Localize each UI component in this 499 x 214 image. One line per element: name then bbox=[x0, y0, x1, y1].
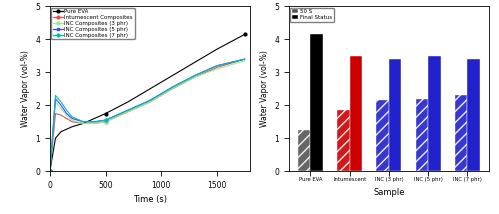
Bar bbox=[468, 59, 480, 171]
INC Composites (5 phr) bbox=[52, 97, 58, 100]
INC Composites (5 phr) bbox=[242, 58, 248, 60]
INC Composites (3 phr) bbox=[214, 68, 220, 70]
INC Composites (5 phr) bbox=[147, 99, 153, 102]
INC Composites (7 phr) bbox=[63, 109, 69, 111]
INC Composites (3 phr) bbox=[91, 122, 97, 125]
Intumescent Composites bbox=[242, 58, 248, 60]
Bar bbox=[350, 56, 362, 171]
INC Composites (5 phr) bbox=[169, 86, 175, 88]
INC Composites (7 phr) bbox=[192, 74, 198, 77]
INC Composites (3 phr) bbox=[125, 111, 131, 113]
Bar bbox=[337, 110, 350, 171]
Line: Intumescent Composites: Intumescent Composites bbox=[48, 58, 246, 172]
Intumescent Composites bbox=[214, 66, 220, 69]
INC Composites (7 phr) bbox=[47, 170, 53, 172]
Bar bbox=[389, 59, 401, 171]
X-axis label: Time (s): Time (s) bbox=[133, 195, 167, 205]
INC Composites (5 phr) bbox=[47, 170, 53, 172]
Bar bbox=[455, 95, 468, 171]
INC Composites (7 phr) bbox=[147, 99, 153, 102]
Legend: Pure EVA, Intumescent Composites, INC Composites (3 phr), INC Composites (5 phr): Pure EVA, Intumescent Composites, INC Co… bbox=[51, 7, 135, 39]
Intumescent Composites bbox=[80, 122, 86, 125]
INC Composites (3 phr) bbox=[169, 88, 175, 90]
INC Composites (5 phr) bbox=[63, 112, 69, 115]
Pure EVA bbox=[192, 61, 198, 64]
INC Composites (7 phr) bbox=[69, 116, 75, 118]
Pure EVA bbox=[52, 137, 58, 140]
Pure EVA bbox=[102, 112, 108, 115]
Bar bbox=[428, 56, 441, 171]
INC Composites (5 phr) bbox=[192, 74, 198, 77]
INC Composites (7 phr) bbox=[242, 58, 248, 60]
Bar bbox=[298, 130, 310, 171]
Pure EVA bbox=[58, 130, 64, 133]
INC Composites (7 phr) bbox=[169, 86, 175, 88]
Legend: 50 S, Final Status: 50 S, Final Status bbox=[290, 7, 334, 22]
INC Composites (3 phr) bbox=[58, 107, 64, 110]
Intumescent Composites bbox=[69, 120, 75, 123]
INC Composites (5 phr) bbox=[102, 119, 108, 121]
INC Composites (5 phr) bbox=[214, 64, 220, 67]
Pure EVA bbox=[69, 125, 75, 128]
Line: Pure EVA: Pure EVA bbox=[48, 33, 246, 172]
INC Composites (3 phr) bbox=[102, 120, 108, 123]
Pure EVA bbox=[169, 74, 175, 77]
INC Composites (7 phr) bbox=[52, 94, 58, 97]
INC Composites (5 phr) bbox=[69, 117, 75, 120]
Intumescent Composites bbox=[58, 114, 64, 116]
Intumescent Composites bbox=[52, 112, 58, 115]
Pure EVA bbox=[91, 117, 97, 120]
Line: INC Composites (7 phr): INC Composites (7 phr) bbox=[48, 58, 246, 172]
INC Composites (7 phr) bbox=[125, 109, 131, 111]
Intumescent Composites bbox=[91, 122, 97, 125]
INC Composites (3 phr) bbox=[69, 119, 75, 121]
INC Composites (7 phr) bbox=[102, 119, 108, 121]
Y-axis label: Water Vapor (vol-%): Water Vapor (vol-%) bbox=[259, 50, 268, 127]
Intumescent Composites bbox=[169, 88, 175, 90]
X-axis label: Sample: Sample bbox=[373, 188, 405, 197]
Bar bbox=[376, 100, 389, 171]
Y-axis label: Water Vapor (vol-%): Water Vapor (vol-%) bbox=[21, 50, 30, 127]
INC Composites (3 phr) bbox=[192, 76, 198, 79]
INC Composites (7 phr) bbox=[214, 64, 220, 67]
Pure EVA bbox=[147, 88, 153, 90]
INC Composites (3 phr) bbox=[47, 170, 53, 172]
Bar bbox=[310, 34, 323, 171]
INC Composites (7 phr) bbox=[58, 101, 64, 103]
Pure EVA bbox=[125, 101, 131, 103]
INC Composites (3 phr) bbox=[52, 101, 58, 103]
INC Composites (5 phr) bbox=[80, 120, 86, 123]
INC Composites (5 phr) bbox=[58, 104, 64, 107]
Intumescent Composites bbox=[192, 76, 198, 79]
INC Composites (3 phr) bbox=[147, 101, 153, 103]
Intumescent Composites bbox=[47, 170, 53, 172]
Pure EVA bbox=[242, 33, 248, 36]
Bar bbox=[416, 99, 428, 171]
INC Composites (5 phr) bbox=[125, 109, 131, 111]
Intumescent Composites bbox=[102, 120, 108, 123]
Intumescent Composites bbox=[125, 111, 131, 113]
Pure EVA bbox=[214, 48, 220, 51]
Intumescent Composites bbox=[63, 117, 69, 120]
INC Composites (5 phr) bbox=[91, 120, 97, 123]
Line: INC Composites (3 phr): INC Composites (3 phr) bbox=[48, 59, 246, 172]
Intumescent Composites bbox=[147, 101, 153, 103]
Pure EVA bbox=[80, 122, 86, 125]
INC Composites (3 phr) bbox=[63, 114, 69, 116]
INC Composites (7 phr) bbox=[91, 120, 97, 123]
INC Composites (3 phr) bbox=[242, 59, 248, 62]
INC Composites (3 phr) bbox=[80, 122, 86, 125]
Pure EVA bbox=[47, 170, 53, 172]
Line: INC Composites (5 phr): INC Composites (5 phr) bbox=[48, 58, 246, 172]
INC Composites (7 phr) bbox=[80, 120, 86, 123]
